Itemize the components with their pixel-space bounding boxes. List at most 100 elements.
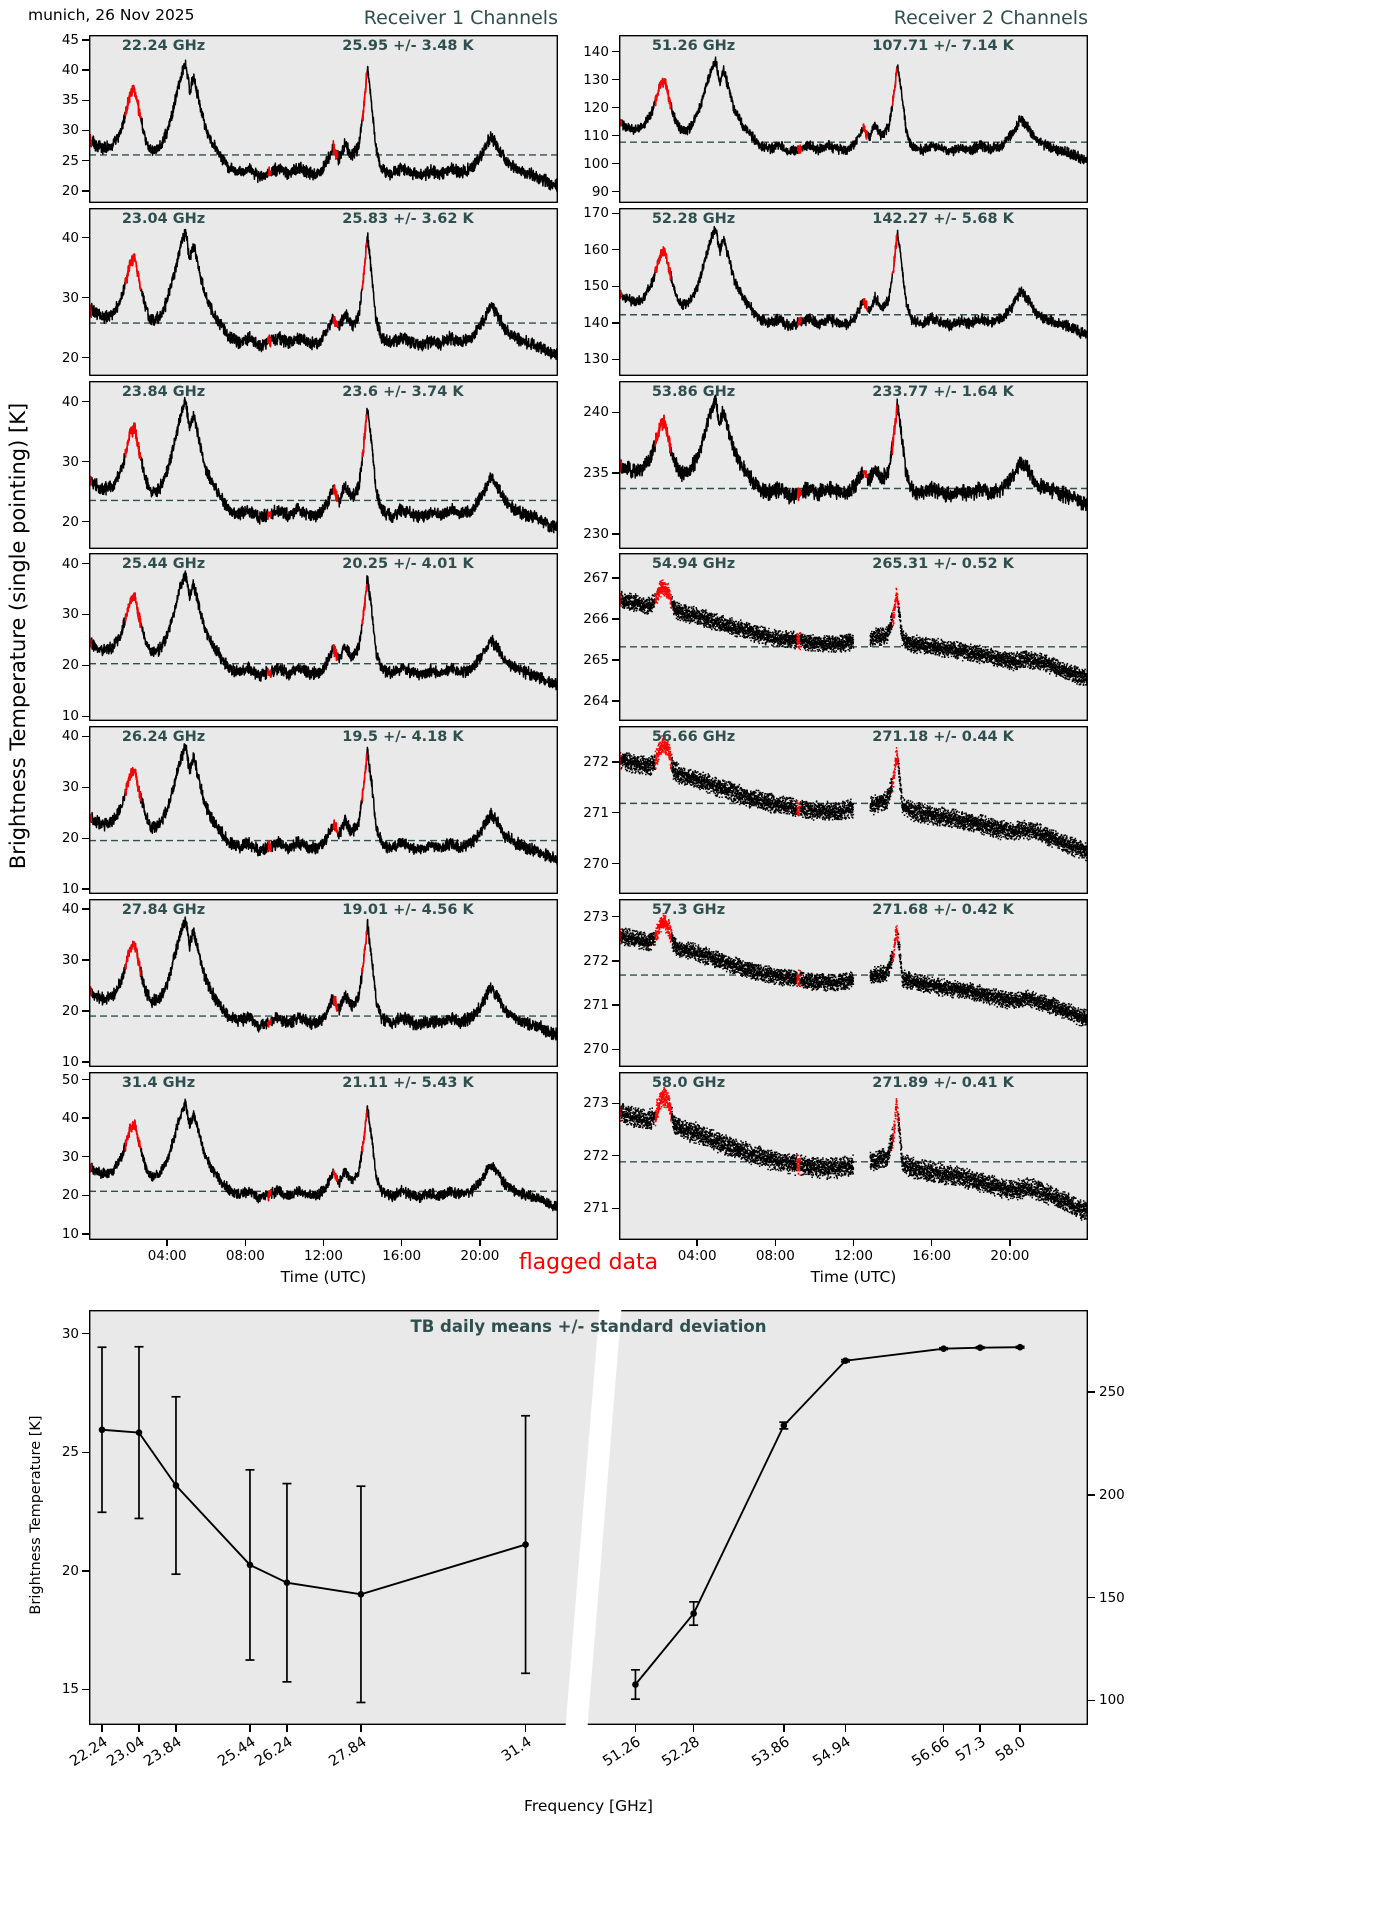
panel-mean-std-label: 25.83 +/- 3.62 K (342, 210, 474, 227)
y-tick (612, 249, 619, 251)
y-tick-label: 150 (583, 278, 609, 295)
panel-frequency-label: 53.86 GHz (651, 383, 736, 400)
bottom-left-tick-label: 25 (61, 1444, 79, 1461)
y-tick-label: 20 (61, 1003, 79, 1019)
y-tick-label: 20 (61, 1187, 79, 1204)
y-tick-label: 272 (583, 952, 609, 969)
timeseries-panel-23.84: 23.84 GHz 23.6 +/- 3.74 K (89, 380, 558, 549)
bottom-right-tick (1088, 1699, 1095, 1702)
bottom-right-tick (1088, 1391, 1095, 1393)
y-tick (612, 411, 619, 413)
panel-mean-std-label: 20.25 +/- 4.01 K (342, 556, 474, 573)
y-tick (82, 357, 89, 359)
y-tick-label: 273 (583, 908, 609, 925)
y-tick (612, 700, 619, 702)
y-tick-label: 30 (61, 606, 79, 623)
timeseries-panel-25.44: 25.44 GHz 20.25 +/- 4.01 K (89, 553, 558, 722)
frequency-tick (175, 1725, 177, 1732)
timeseries-plot-27.84 (89, 899, 558, 1067)
y-tick (82, 1078, 89, 1081)
y-tick-label: 265 (583, 651, 609, 668)
y-tick (82, 237, 89, 239)
panel-frequency-label: 27.84 GHz (121, 902, 206, 918)
frequency-tick (524, 1725, 527, 1732)
y-tick-label: 100 (583, 155, 609, 172)
y-tick-label: 273 (583, 1095, 609, 1112)
y-tick (612, 285, 619, 287)
y-tick (612, 618, 619, 620)
y-tick (82, 908, 89, 910)
panel-mean-std-label: 19.01 +/- 4.56 K (342, 902, 474, 918)
timeseries-plot-58.0 (619, 1071, 1088, 1240)
y-tick (612, 107, 619, 109)
y-tick-label: 20 (61, 349, 79, 366)
y-tick (82, 837, 89, 839)
bottom-right-tick-label: 150 (1099, 1589, 1125, 1606)
timeseries-plot-57.3 (619, 899, 1088, 1067)
timeseries-panel-51.26: 51.26 GHz 107.71 +/- 7.14 K (619, 35, 1088, 203)
y-tick (82, 69, 89, 71)
time-tick-label: 20:00 (460, 1247, 500, 1264)
y-tick (82, 520, 89, 523)
timeseries-plot-23.84 (89, 380, 558, 549)
y-tick (82, 613, 89, 616)
timeseries-panel-56.66: 56.66 GHz 271.18 +/- 0.44 K (619, 726, 1088, 895)
y-tick-label: 271 (583, 1200, 609, 1217)
y-tick (82, 786, 89, 788)
y-tick (612, 472, 619, 474)
y-tick (612, 812, 619, 814)
y-tick-label: 20 (61, 657, 79, 674)
y-tick-label: 130 (583, 351, 609, 368)
timeseries-panel-22.24: 22.24 GHz 25.95 +/- 3.48 K (89, 35, 558, 203)
y-tick (612, 761, 619, 763)
timeseries-panel-53.86: 53.86 GHz 233.77 +/- 1.64 K (619, 380, 1088, 549)
panel-frequency-label: 31.4 GHz (121, 1074, 196, 1091)
y-tick (612, 533, 619, 535)
station-date-label: munich, 26 Nov 2025 (28, 6, 195, 24)
timeseries-panel-52.28: 52.28 GHz 142.27 +/- 5.68 K (619, 207, 1088, 376)
frequency-tick (360, 1725, 362, 1732)
y-tick (82, 99, 89, 101)
panel-mean-std-label: 233.77 +/- 1.64 K (872, 383, 1014, 400)
time-tick (696, 1239, 698, 1247)
bottom-right-tick (1088, 1494, 1095, 1496)
y-tick (612, 1102, 619, 1104)
panel-frequency-label: 26.24 GHz (121, 729, 206, 746)
y-tick (612, 358, 619, 361)
panel-mean-std-label: 271.89 +/- 0.41 K (872, 1074, 1014, 1091)
timeseries-plot-25.44 (89, 553, 558, 722)
time-tick (930, 1239, 933, 1247)
panel-frequency-label: 23.84 GHz (121, 383, 206, 400)
y-tick (82, 190, 89, 192)
time-tick (322, 1239, 325, 1247)
receiver2-title: Receiver 2 Channels (893, 7, 1088, 29)
panel-frequency-label: 23.04 GHz (121, 210, 206, 227)
timeseries-panel-27.84: 27.84 GHz 19.01 +/- 4.56 K (89, 899, 558, 1067)
panel-mean-std-label: 142.27 +/- 5.68 K (872, 210, 1014, 227)
y-tick (82, 1061, 89, 1063)
y-tick-label: 40 (61, 901, 79, 918)
panel-mean-std-label: 271.18 +/- 0.44 K (872, 729, 1014, 746)
y-tick (82, 1233, 89, 1235)
y-tick-label: 271 (583, 997, 609, 1014)
y-tick (612, 1048, 619, 1050)
time-tick (400, 1239, 403, 1247)
frequency-tick (249, 1725, 251, 1732)
y-tick-label: 40 (61, 555, 79, 572)
panel-frequency-label: 25.44 GHz (121, 556, 206, 573)
y-tick-label: 30 (61, 122, 79, 139)
y-tick (612, 659, 619, 661)
panel-frequency-label: 52.28 GHz (651, 210, 736, 227)
y-tick (612, 862, 619, 865)
timeseries-plot-53.86 (619, 380, 1088, 549)
panel-mean-std-label: 25.95 +/- 3.48 K (342, 38, 474, 54)
timeseries-plot-56.66 (619, 726, 1088, 895)
frequency-tick (942, 1725, 945, 1732)
time-tick-label: 16:00 (912, 1247, 952, 1264)
y-tick-label: 50 (61, 1071, 79, 1088)
panel-frequency-label: 54.94 GHz (651, 556, 736, 573)
y-tick-label: 264 (583, 692, 609, 709)
time-tick-label: 20:00 (990, 1247, 1030, 1264)
